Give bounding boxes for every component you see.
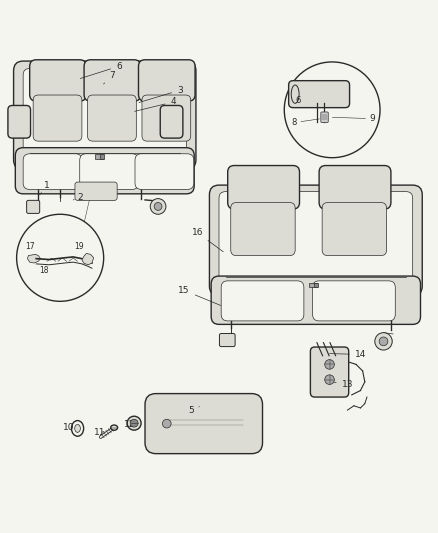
Circle shape	[379, 337, 388, 346]
FancyBboxPatch shape	[30, 60, 86, 101]
FancyBboxPatch shape	[322, 203, 387, 256]
Text: 18: 18	[39, 266, 49, 276]
FancyBboxPatch shape	[14, 61, 196, 169]
Circle shape	[130, 419, 138, 427]
FancyBboxPatch shape	[75, 182, 117, 200]
Circle shape	[162, 419, 171, 428]
FancyBboxPatch shape	[8, 106, 31, 138]
Text: 11: 11	[94, 428, 105, 437]
Text: 19: 19	[74, 243, 84, 252]
FancyBboxPatch shape	[145, 393, 262, 454]
Text: 6: 6	[296, 96, 301, 105]
Text: 13: 13	[332, 381, 353, 390]
Text: 3: 3	[139, 86, 183, 102]
FancyBboxPatch shape	[209, 185, 422, 296]
Bar	[95, 154, 103, 158]
Text: 17: 17	[25, 243, 35, 252]
FancyBboxPatch shape	[211, 276, 420, 325]
Text: 16: 16	[191, 228, 223, 252]
Text: 7: 7	[103, 71, 115, 84]
FancyBboxPatch shape	[142, 95, 191, 141]
Text: 2: 2	[73, 193, 82, 202]
Circle shape	[325, 360, 334, 369]
Circle shape	[17, 214, 104, 301]
FancyBboxPatch shape	[80, 154, 138, 189]
Circle shape	[154, 203, 162, 211]
Text: 12: 12	[124, 419, 135, 429]
FancyBboxPatch shape	[289, 80, 350, 108]
Text: 9: 9	[370, 114, 375, 123]
FancyBboxPatch shape	[231, 203, 295, 256]
Text: 8: 8	[291, 118, 297, 127]
Text: 4: 4	[134, 98, 176, 111]
Text: 6: 6	[80, 62, 122, 78]
FancyBboxPatch shape	[138, 60, 195, 101]
Circle shape	[284, 62, 380, 158]
FancyBboxPatch shape	[160, 106, 183, 138]
FancyBboxPatch shape	[311, 347, 349, 397]
Polygon shape	[82, 254, 94, 265]
FancyBboxPatch shape	[228, 166, 300, 209]
FancyBboxPatch shape	[84, 60, 141, 101]
Ellipse shape	[75, 424, 81, 432]
Text: 10: 10	[63, 423, 78, 433]
Bar	[309, 282, 318, 287]
Circle shape	[127, 416, 141, 430]
FancyBboxPatch shape	[88, 95, 136, 141]
FancyBboxPatch shape	[321, 112, 328, 123]
FancyBboxPatch shape	[319, 166, 391, 209]
Text: 1: 1	[40, 181, 50, 195]
Ellipse shape	[111, 425, 118, 430]
Polygon shape	[28, 254, 41, 263]
Bar	[314, 282, 318, 287]
Circle shape	[150, 199, 166, 214]
FancyBboxPatch shape	[313, 281, 395, 321]
FancyBboxPatch shape	[23, 68, 186, 162]
FancyBboxPatch shape	[33, 95, 82, 141]
Bar	[100, 154, 104, 158]
FancyBboxPatch shape	[219, 334, 235, 346]
FancyBboxPatch shape	[15, 148, 194, 194]
Text: 15: 15	[178, 286, 221, 305]
FancyBboxPatch shape	[219, 192, 413, 288]
Text: 5: 5	[188, 407, 199, 416]
FancyBboxPatch shape	[221, 281, 304, 321]
Circle shape	[375, 333, 392, 350]
FancyBboxPatch shape	[135, 154, 194, 189]
Ellipse shape	[291, 85, 299, 103]
Text: 14: 14	[330, 350, 366, 359]
Circle shape	[325, 375, 334, 384]
FancyBboxPatch shape	[23, 154, 82, 189]
Ellipse shape	[71, 421, 84, 436]
FancyBboxPatch shape	[27, 200, 40, 213]
